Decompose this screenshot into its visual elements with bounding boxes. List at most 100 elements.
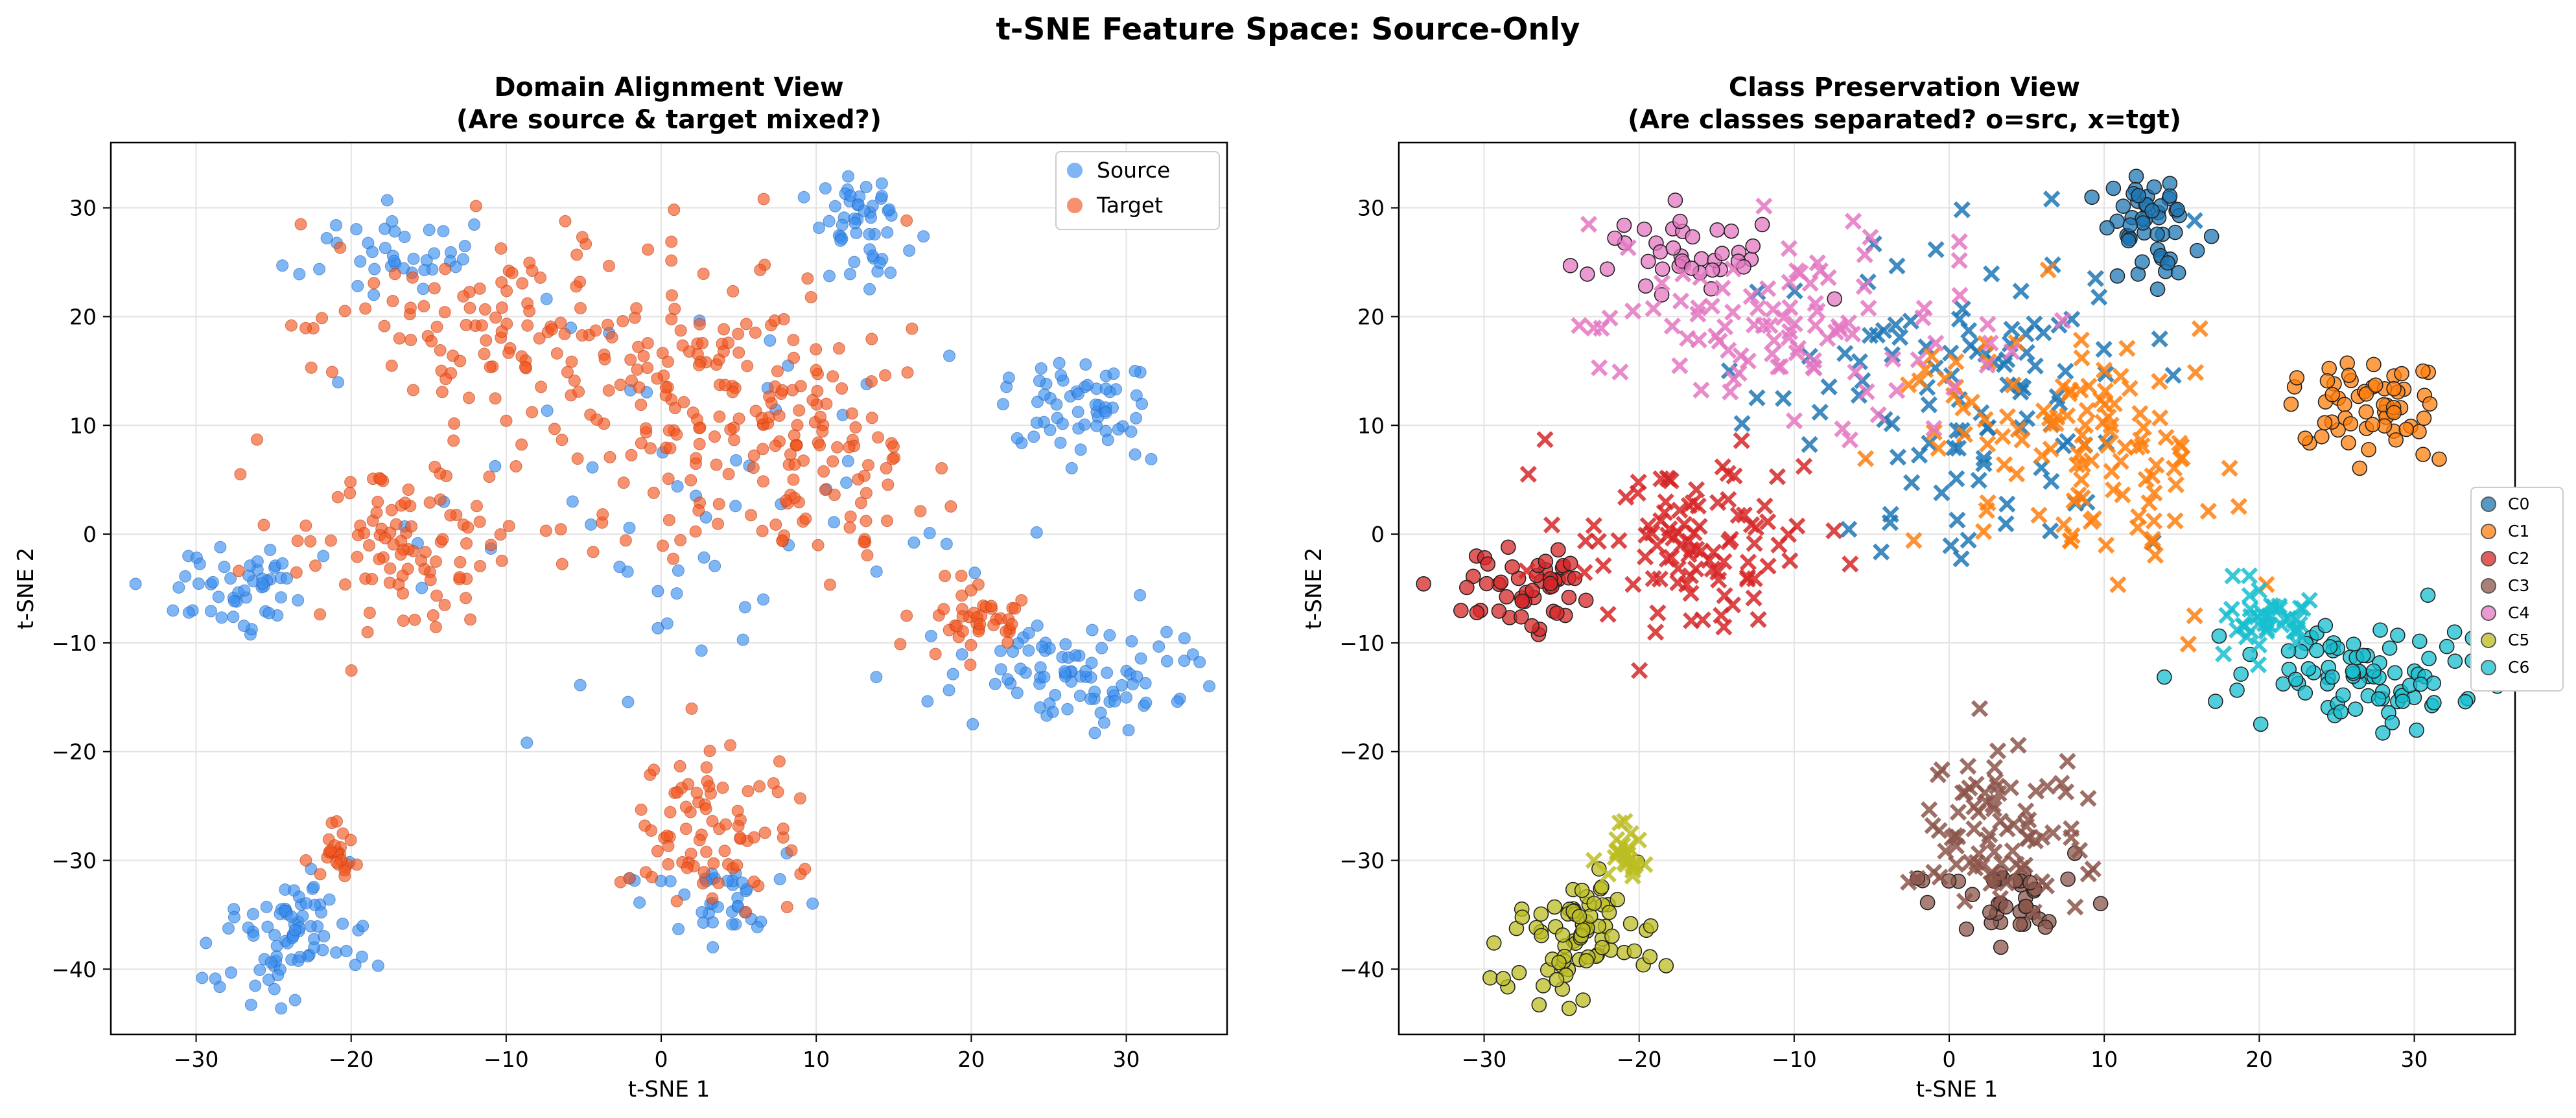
target-point	[644, 768, 657, 781]
class-c2-target-point	[1595, 557, 1612, 574]
legend-label-source: Source	[1097, 157, 1171, 183]
target-point	[291, 535, 304, 548]
source-point	[966, 717, 979, 730]
class-c0-source-point	[2128, 169, 2144, 184]
class-c1-target-point	[2092, 391, 2109, 409]
target-point	[788, 351, 801, 364]
source-point	[349, 959, 362, 972]
class-c4-target-point	[1755, 197, 1773, 215]
class-c1-source-point	[2394, 366, 2409, 382]
target-point	[232, 565, 245, 577]
target-point	[559, 215, 572, 227]
target-point	[722, 467, 735, 480]
class-c4-target-point	[1585, 320, 1602, 337]
class-c6-target-point	[2273, 616, 2290, 634]
class-c6-source-point	[2345, 663, 2361, 679]
class-c1-source-point	[2319, 373, 2336, 389]
source-point	[1022, 627, 1035, 640]
class-c2-source-point	[1469, 605, 1485, 621]
class-c4-target-point	[1841, 431, 1859, 448]
class-c2-source-point	[1505, 559, 1520, 575]
class-c2-target-point	[1599, 605, 1617, 623]
class-c6-source-point	[2333, 704, 2349, 720]
class-c0-target-point	[1875, 321, 1893, 340]
class-c5-source-point	[1561, 1001, 1577, 1016]
target-point	[462, 521, 474, 534]
source-point	[541, 404, 554, 417]
source-point	[268, 983, 281, 996]
source-point	[623, 521, 636, 534]
class-c6-source-point	[2439, 638, 2455, 655]
class-c2-source-point	[1453, 603, 1469, 618]
class-c1-target-point	[2112, 367, 2129, 385]
source-point	[875, 189, 888, 202]
class-c1-source-point	[2366, 356, 2382, 373]
legend-label-c5: C5	[2508, 631, 2530, 649]
class-c3-target-point	[2018, 817, 2035, 835]
class-c2-source-point	[1480, 556, 1496, 572]
target-point	[801, 272, 814, 285]
class-c0-target-point	[2151, 330, 2168, 348]
target-point	[576, 231, 589, 244]
target-point	[785, 844, 798, 857]
target-point	[771, 786, 784, 798]
target-point	[773, 409, 786, 422]
source-point	[299, 897, 312, 910]
class-c4-target-point	[1645, 299, 1662, 318]
target-point	[464, 613, 477, 626]
target-point	[344, 487, 357, 500]
class-c4-target-point	[1716, 318, 1734, 336]
source-point	[1136, 397, 1149, 410]
target-point	[740, 318, 753, 331]
class-c6-source-point	[2309, 642, 2324, 658]
class-c4-target-point	[1663, 318, 1681, 335]
source-point	[870, 671, 883, 684]
target-point	[299, 854, 312, 867]
source-point	[707, 941, 720, 954]
source-point	[994, 644, 1007, 657]
target-point	[668, 303, 681, 316]
target-point	[706, 815, 719, 828]
class-c2-target-point	[1682, 585, 1700, 602]
class-c1-target-point	[2128, 438, 2146, 456]
class-c4-target-point	[1847, 364, 1864, 381]
legend-item-c4: C4	[2481, 603, 2529, 622]
target-point	[483, 471, 496, 483]
target-point	[624, 353, 637, 366]
source-point	[875, 177, 888, 190]
target-point	[763, 390, 776, 403]
target-point	[453, 571, 466, 584]
source-point	[179, 570, 192, 583]
source-point	[1030, 416, 1043, 429]
class-c2-target-point	[1617, 488, 1635, 506]
class-c6-source-point	[2426, 675, 2441, 691]
target-point	[371, 495, 384, 508]
target-point	[749, 326, 762, 339]
legend-label-target: Target	[1097, 192, 1164, 218]
target-point	[397, 614, 410, 627]
source-point	[366, 246, 379, 259]
class-c2-target-point	[1630, 662, 1648, 679]
class-c4-target-point	[1692, 381, 1710, 399]
class-c6-source-point	[2421, 651, 2437, 666]
source-point	[1069, 649, 1082, 662]
class-c3-target-point	[1991, 812, 2009, 830]
source-point	[764, 334, 777, 347]
target-point	[404, 334, 417, 347]
target-point	[900, 609, 913, 622]
class-c4-target-point	[1724, 260, 1742, 278]
class-c5-source-point	[1642, 949, 1658, 964]
source-point	[1054, 436, 1067, 449]
source-point	[994, 663, 1007, 676]
class-c1-target-point	[2186, 364, 2205, 381]
class-c3-target-point	[1908, 870, 1926, 887]
class-c0-target-point	[1983, 265, 2000, 283]
source-point	[1071, 406, 1084, 419]
source-point	[1160, 655, 1173, 668]
class-c6-source-point	[2346, 636, 2361, 652]
class-c0-target-point	[1953, 201, 1971, 218]
class-c2-target-point	[1713, 607, 1730, 624]
right-points	[1416, 169, 2505, 1016]
target-point	[713, 410, 726, 423]
